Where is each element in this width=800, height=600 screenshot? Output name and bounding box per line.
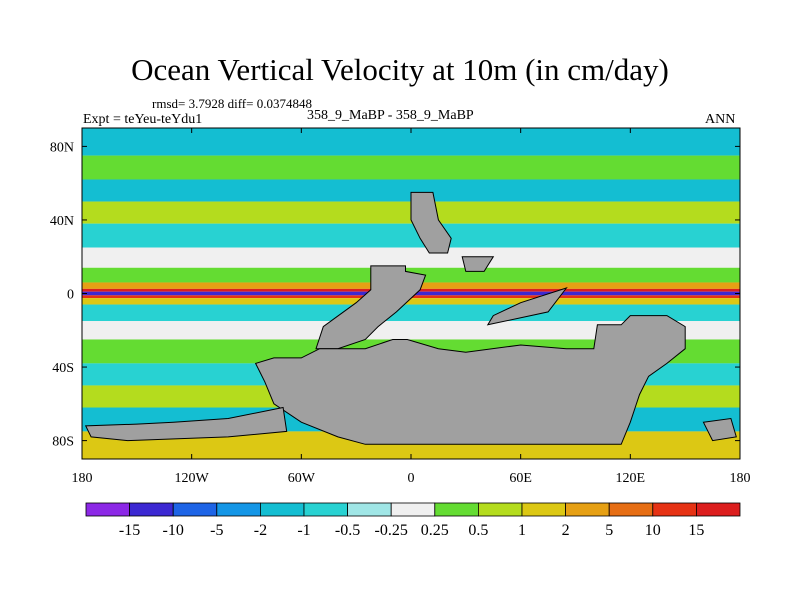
- x-tick-label: 180: [72, 471, 93, 486]
- colorbar-swatch: [259, 502, 305, 517]
- field-band-5: [82, 247, 740, 268]
- y-tick-label: 80S: [52, 435, 74, 450]
- y-tick-label: 40S: [52, 361, 74, 376]
- field-band-1: [82, 155, 740, 180]
- colorbar-swatch: [172, 502, 218, 517]
- colorbar-swatch: [477, 502, 523, 517]
- colorbar-swatch: [608, 502, 654, 517]
- land-northern-island: [461, 256, 495, 272]
- stats-line: rmsd= 3.7928 diff= 0.0374848: [152, 96, 312, 111]
- colorbar-label: 0.5: [468, 522, 488, 539]
- colorbar-swatch: [347, 502, 392, 517]
- field-band-4: [82, 223, 740, 248]
- colorbar-label: -15: [119, 522, 140, 539]
- land-eastern-islet: [702, 417, 737, 442]
- colorbar-label: -10: [163, 522, 184, 539]
- case-label: 358_9_MaBP - 358_9_MaBP: [307, 108, 474, 123]
- colorbar-label: -5: [210, 522, 223, 539]
- colorbar-label: 5: [605, 522, 613, 539]
- colorbar: -15 -10 -5 -2 -1 -0.5 -0.25 0.25 0.5 1 2 5 10 15: [85, 502, 741, 539]
- x-tick-label: 0: [408, 471, 415, 486]
- colorbar-label: -1: [297, 522, 310, 539]
- y-tick-label: 0: [67, 288, 74, 303]
- x-tick-label: 60E: [509, 471, 532, 486]
- land-pangea-south: [254, 315, 686, 445]
- season-label: ANN: [705, 112, 736, 127]
- colorbar-swatch: [696, 502, 741, 517]
- colorbar-label: -0.25: [375, 522, 408, 539]
- y-tick-label: 80N: [50, 140, 74, 155]
- field-band-11: [82, 298, 740, 305]
- land-central-continent: [315, 265, 427, 350]
- x-tick-label: 120E: [616, 471, 646, 486]
- colorbar-swatch: [85, 502, 130, 517]
- axes: 180 120W 60W 0 60E 120E 180 80N 40N 0 40S 80S: [50, 128, 751, 486]
- land-southern-tongue: [84, 406, 288, 442]
- colorbar-swatch: [129, 502, 174, 517]
- colorbar-label: -0.5: [335, 522, 360, 539]
- colorbar-swatch: [652, 502, 697, 517]
- field-band-2: [82, 179, 740, 202]
- colorbar-swatch: [303, 502, 348, 517]
- colorbar-swatch: [216, 502, 261, 517]
- x-tick-label: 60W: [288, 471, 316, 486]
- colorbar-label: 2: [562, 522, 570, 539]
- land-northern-continent: [410, 191, 452, 254]
- x-tick-label: 180: [730, 471, 751, 486]
- colorbar-label: 1: [518, 522, 526, 539]
- colorbar-swatch: [434, 502, 479, 517]
- colorbar-label: -2: [254, 522, 267, 539]
- experiment-label: Expt = teYeu-teYdu1: [83, 112, 203, 127]
- land-masks: [84, 191, 737, 445]
- colorbar-label: 10: [645, 522, 661, 539]
- colorbar-swatch: [390, 502, 436, 517]
- y-tick-label: 40N: [50, 214, 74, 229]
- field-band-13: [82, 321, 740, 340]
- chart-title: Ocean Vertical Velocity at 10m (in cm/da…: [131, 52, 669, 87]
- colorbar-label: 15: [688, 522, 704, 539]
- land-eastern-island: [486, 287, 568, 326]
- x-tick-label: 120W: [175, 471, 210, 486]
- field-band-12: [82, 304, 740, 322]
- colorbar-swatch: [521, 502, 566, 517]
- colorbar-swatch: [565, 502, 610, 517]
- colorbar-label: 0.25: [421, 522, 449, 539]
